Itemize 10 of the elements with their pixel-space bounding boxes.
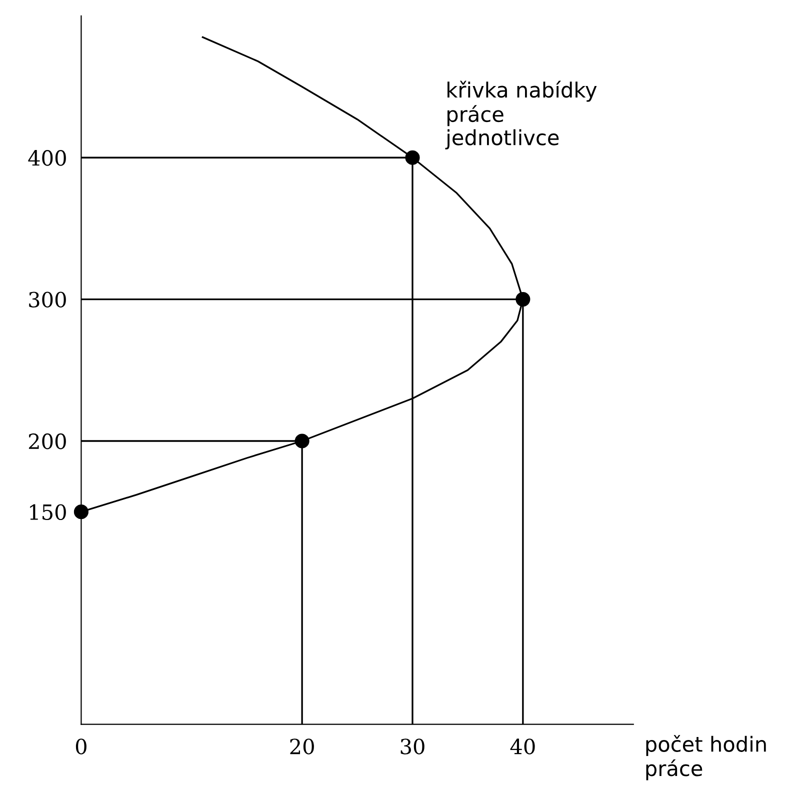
y-tick-label: 300 bbox=[29, 292, 66, 308]
x-axis-title: počet hodin práce bbox=[646, 734, 766, 780]
x-tick-label: 0 bbox=[76, 738, 86, 754]
x-tick-label: 20 bbox=[290, 738, 314, 754]
y-tick-label: 400 bbox=[28, 150, 66, 166]
annotation: křivka nabídky práce jednotlivce bbox=[445, 80, 597, 150]
y-tick-label: 150 bbox=[30, 504, 66, 520]
x-tick-label: 40 bbox=[510, 738, 535, 754]
x-tick-label: 30 bbox=[400, 738, 424, 754]
y-tick-label: 200 bbox=[28, 433, 66, 450]
